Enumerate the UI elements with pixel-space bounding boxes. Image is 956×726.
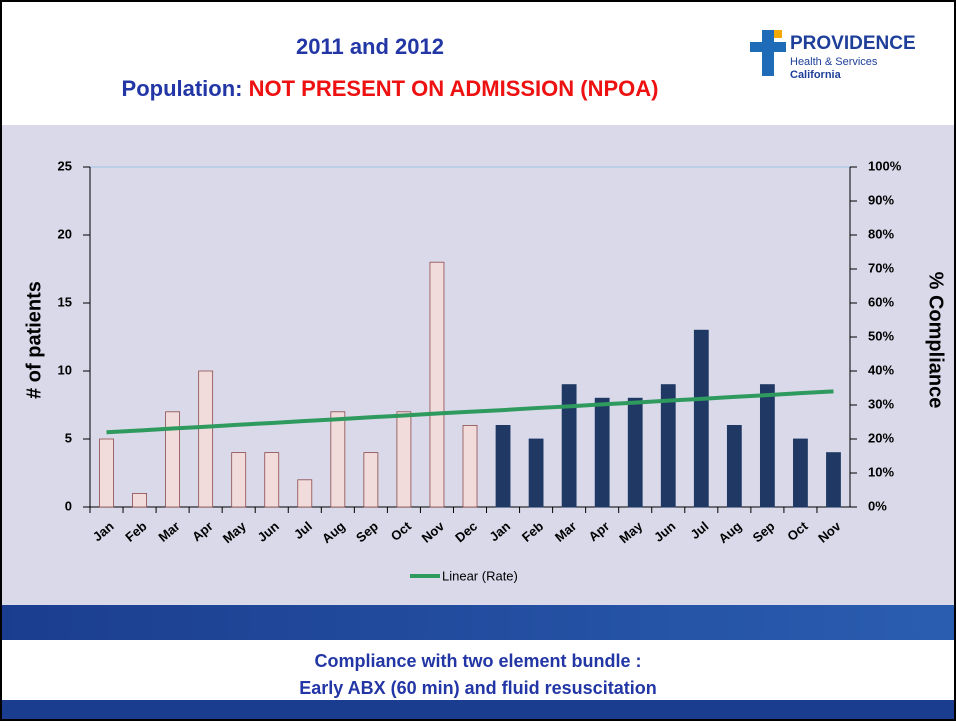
bar [726, 424, 742, 508]
bar [594, 397, 610, 508]
trend-line [106, 389, 834, 435]
bar [165, 411, 181, 508]
y-tick-label: 20 [58, 226, 72, 241]
bar [561, 384, 577, 508]
y2-axis-label: % Compliance [925, 272, 947, 409]
title-prefix: Population: [122, 76, 249, 101]
logo-cross [750, 30, 786, 76]
bar [99, 438, 114, 508]
logo-accent [774, 30, 782, 38]
bar [363, 452, 379, 508]
y2-tick-label: 30% [868, 396, 894, 411]
footer-line1: Compliance with two element bundle : [314, 651, 641, 671]
y-tick-label: 15 [58, 294, 72, 309]
bar [627, 397, 643, 508]
y2-tick-label: 40% [868, 362, 894, 377]
bar [462, 424, 478, 508]
y2-tick-label: 0% [868, 498, 887, 513]
bar [793, 438, 808, 508]
y-tick-label: 25 [58, 158, 72, 173]
title-line1: 2011 and 2012 [296, 34, 444, 59]
bar [759, 384, 775, 508]
y2-tick-label: 10% [868, 464, 894, 479]
bar [528, 438, 544, 508]
y-tick-label: 0 [65, 498, 72, 513]
bar [660, 384, 676, 508]
y-tick-label: 5 [65, 430, 72, 445]
y2-tick-label: 20% [868, 430, 894, 445]
bottom-band [0, 700, 956, 721]
bar [495, 424, 511, 508]
chart-background [0, 125, 956, 605]
y-axis-label: # of patients [23, 281, 45, 399]
bar [264, 452, 280, 508]
bar [297, 479, 313, 508]
y-tick-label: 10 [58, 362, 72, 377]
bar [429, 261, 445, 508]
title-line2: Population: NOT PRESENT ON ADMISSION (NP… [122, 76, 659, 101]
blue-band [0, 605, 956, 640]
bar [693, 329, 709, 508]
y2-tick-label: 80% [868, 226, 894, 241]
y2-tick-label: 50% [868, 328, 894, 343]
bar [826, 452, 841, 508]
logo-name: PROVIDENCE [790, 33, 916, 54]
y2-tick-label: 90% [868, 192, 894, 207]
bar [132, 492, 147, 508]
title-highlight: NOT PRESENT ON ADMISSION (NPOA) [249, 76, 659, 101]
bar [396, 411, 412, 508]
logo: PROVIDENCE Health & Services California [750, 30, 916, 81]
bar [231, 452, 247, 508]
y2-tick-label: 100% [868, 158, 902, 173]
logo-sub2: California [790, 69, 842, 81]
bar [330, 411, 346, 508]
bar [198, 370, 214, 508]
y2-tick-label: 70% [868, 260, 894, 275]
footer-line2: Early ABX (60 min) and fluid resuscitati… [299, 678, 656, 698]
logo-sub1: Health & Services [790, 56, 878, 68]
legend-label: Linear (Rate) [442, 568, 518, 583]
y2-tick-label: 60% [868, 294, 894, 309]
